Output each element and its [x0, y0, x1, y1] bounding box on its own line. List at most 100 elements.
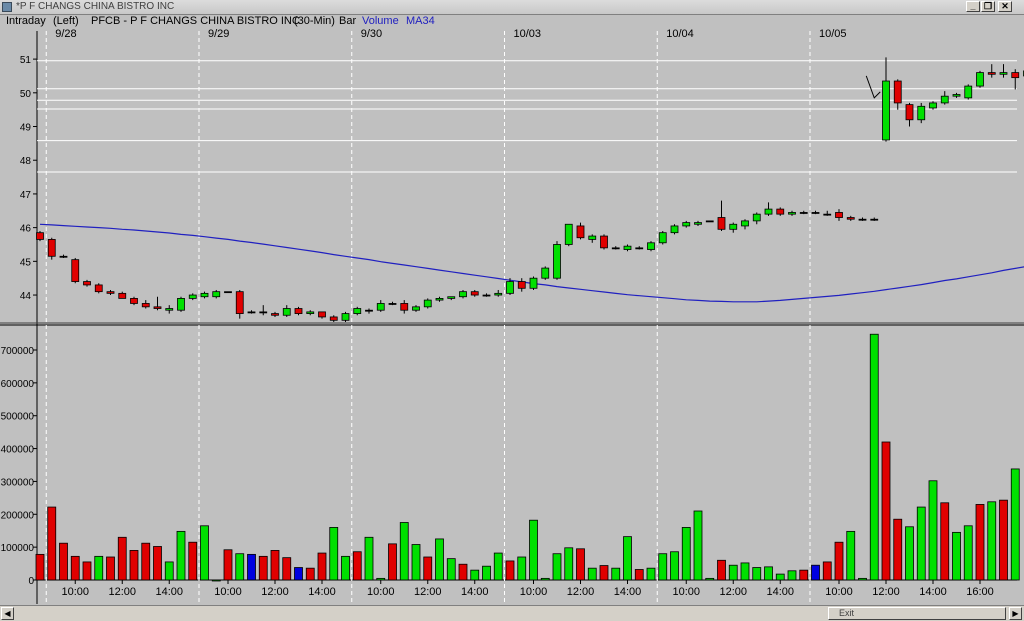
- volume-bar: [846, 530, 856, 581]
- candle-body: [964, 85, 973, 99]
- volume-tick-label: 500000: [1, 412, 35, 423]
- candle-body: [435, 298, 444, 301]
- volume-bar: [317, 552, 327, 581]
- time-tick-label: 10:00: [672, 586, 700, 598]
- candle-body: [212, 291, 221, 298]
- minimize-button[interactable]: _: [966, 1, 980, 12]
- volume-bar: [94, 555, 104, 581]
- candle-body: [165, 308, 174, 311]
- scrollbar-thumb-label: Exit: [839, 608, 855, 618]
- scrollbar-thumb[interactable]: Exit: [828, 607, 1006, 620]
- date-label: 9/29: [208, 29, 229, 40]
- interval-label: (30-Min): [294, 15, 335, 27]
- candle-body: [47, 239, 56, 257]
- candle-body: [705, 220, 714, 223]
- mode-label: Intraday: [6, 15, 46, 27]
- time-tick-label: 12:00: [414, 586, 442, 598]
- volume-bar: [564, 547, 574, 581]
- volume-bar: [540, 577, 550, 581]
- price-tick-label: 46: [20, 224, 32, 235]
- candle-body: [517, 281, 526, 289]
- volume-bar: [987, 501, 997, 581]
- horizontal-scrollbar[interactable]: ◀ Exit ▶: [0, 605, 1024, 621]
- volume-bar: [505, 560, 515, 581]
- candle-body: [271, 313, 279, 316]
- candle-body: [282, 308, 291, 316]
- volume-bar: [916, 506, 926, 581]
- time-tick-label: 12:00: [567, 586, 595, 598]
- candle-body: [870, 218, 879, 221]
- candle-body: [682, 222, 691, 227]
- date-label: 10/04: [666, 29, 694, 40]
- candle-body: [893, 80, 902, 104]
- candle-body: [776, 208, 785, 215]
- candle-body: [447, 296, 456, 299]
- candle-body: [318, 311, 326, 318]
- price-tick-label: 44: [20, 291, 32, 302]
- volume-bar: [352, 551, 362, 581]
- volume-bar: [164, 561, 174, 581]
- candle-body: [564, 223, 573, 245]
- scroll-left-arrow-icon[interactable]: ◀: [1, 607, 14, 620]
- candle-body: [764, 208, 773, 215]
- date-label: 10/05: [819, 29, 847, 40]
- candle-body: [999, 72, 1008, 75]
- volume-bar: [364, 536, 374, 581]
- candle-body: [929, 102, 937, 109]
- candle-body: [400, 303, 409, 311]
- candle-body: [188, 294, 197, 299]
- scroll-right-arrow-icon[interactable]: ▶: [1009, 607, 1022, 620]
- symbol-label: PFCB - P F CHANGS CHINA BISTRO INC: [91, 15, 300, 27]
- volume-bar: [235, 553, 245, 581]
- volume-bar: [611, 567, 621, 581]
- candle-body: [482, 294, 491, 297]
- volume-bar: [470, 569, 480, 581]
- candle-body: [588, 235, 597, 240]
- volume-bar: [999, 499, 1008, 581]
- candle-body: [611, 247, 620, 250]
- app-icon: [2, 2, 12, 12]
- chart-area[interactable]: 9/28 9/29 9/30 10/03 10/04 10/05 44 45 46 47 48 49 5…: [0, 29, 1024, 605]
- volume-bar: [270, 550, 280, 581]
- candle-body: [987, 72, 996, 75]
- close-button[interactable]: ✕: [998, 1, 1012, 12]
- candle-body: [59, 255, 68, 258]
- volume-bar: [47, 506, 57, 581]
- volume-bar: [493, 552, 503, 581]
- volume-bar: [458, 563, 468, 581]
- volume-bar: [200, 525, 209, 581]
- candle-body: [717, 217, 726, 230]
- price-tick-label: 47: [20, 190, 32, 201]
- candle-body: [247, 311, 256, 314]
- time-tick-label: 14:00: [461, 586, 489, 598]
- volume-bar: [411, 544, 421, 581]
- volume-bar: [963, 525, 973, 581]
- volume-bar: [341, 555, 350, 581]
- annotation-arrow: [865, 75, 881, 99]
- ma34-line: [39, 223, 1024, 303]
- candle-body: [177, 298, 185, 311]
- candle-body: [882, 80, 890, 141]
- restore-button[interactable]: ❐: [981, 1, 995, 12]
- volume-bar: [858, 577, 867, 581]
- volume-bar: [717, 559, 726, 581]
- volume-bar: [881, 441, 891, 581]
- candle-body: [741, 220, 749, 227]
- volume-bar: [787, 570, 797, 581]
- volume-bar: [1010, 468, 1020, 581]
- candle-body: [635, 247, 644, 250]
- candle-body: [153, 306, 162, 309]
- candle-body: [600, 235, 608, 249]
- volume-bar: [893, 518, 903, 581]
- volume-bar: [752, 567, 762, 581]
- volume-bar: [211, 579, 221, 582]
- volume-tick-label: 100000: [1, 543, 35, 554]
- volume-bar: [587, 567, 597, 581]
- volume-bar: [681, 527, 691, 581]
- volume-bar: [305, 567, 315, 581]
- candle-body: [694, 222, 702, 225]
- volume-bar: [775, 573, 785, 581]
- time-tick-label: 12:00: [719, 586, 747, 598]
- candle-body: [341, 313, 350, 321]
- price-tick-label: 50: [20, 89, 32, 100]
